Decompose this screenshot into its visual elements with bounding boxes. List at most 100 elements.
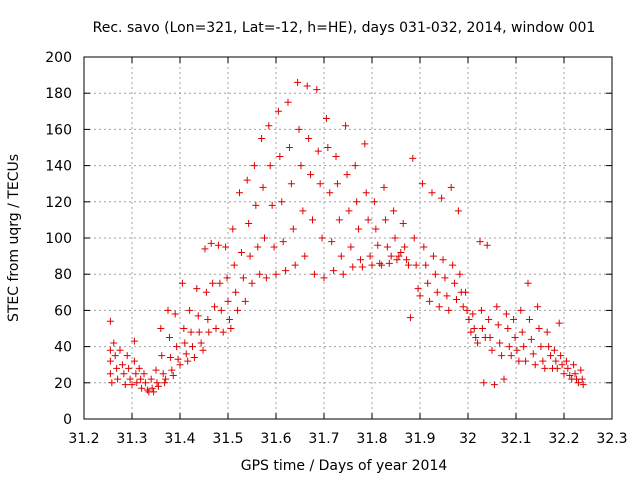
data-point: [186, 306, 194, 314]
data-point: [316, 180, 324, 188]
data-point: [399, 220, 407, 228]
data-point: [132, 370, 140, 378]
data-point: [173, 343, 181, 351]
data-point: [524, 279, 532, 287]
data-point: [320, 274, 328, 282]
data-point: [236, 189, 244, 197]
data-point: [295, 125, 303, 133]
data-point: [552, 357, 560, 365]
data-point: [410, 234, 418, 242]
data-point: [378, 261, 386, 269]
data-point: [202, 288, 210, 296]
data-point: [347, 243, 355, 251]
data-point: [168, 366, 176, 374]
data-point: [241, 297, 249, 305]
data-point: [493, 303, 501, 311]
data-point: [368, 261, 376, 269]
data-point: [153, 379, 161, 387]
data-point: [429, 252, 437, 260]
data-point: [381, 216, 389, 224]
x-tick-label: 31.5: [212, 431, 243, 447]
data-point: [467, 328, 475, 336]
data-point: [558, 361, 566, 369]
data-point: [201, 245, 209, 253]
data-point: [199, 346, 207, 354]
x-tick-label: 31.6: [260, 431, 291, 447]
data-point: [463, 306, 471, 314]
data-point: [266, 162, 274, 170]
data-point: [383, 243, 391, 251]
data-point: [217, 306, 225, 314]
y-tick-label: 140: [45, 159, 72, 175]
data-point: [332, 153, 340, 161]
data-point: [174, 355, 182, 363]
data-point: [212, 325, 220, 332]
data-point: [459, 303, 467, 311]
data-point: [414, 285, 422, 293]
y-tick-label: 120: [45, 195, 72, 211]
data-point: [439, 256, 447, 264]
data-point: [234, 306, 242, 314]
data-point: [324, 144, 332, 151]
data-point: [380, 183, 388, 191]
data-point: [152, 366, 160, 374]
data-point: [225, 315, 233, 323]
data-point: [426, 297, 434, 305]
y-axis-tick-labels: 0 20 40 60 80 100 120 140 160 180 200: [45, 50, 72, 428]
data-point: [517, 306, 525, 314]
data-point: [480, 379, 488, 387]
data-point: [169, 372, 177, 380]
data-point: [113, 364, 121, 372]
data-point: [307, 171, 315, 179]
data-point: [424, 279, 432, 287]
data-point: [176, 361, 184, 369]
data-point: [355, 225, 363, 233]
data-point: [416, 292, 424, 300]
data-point: [555, 319, 563, 327]
data-point: [256, 270, 264, 278]
data-point: [239, 274, 247, 282]
data-point: [333, 180, 341, 188]
data-point: [285, 144, 293, 151]
data-point: [433, 288, 441, 296]
data-point: [106, 346, 114, 354]
data-point: [135, 364, 143, 372]
data-point: [291, 261, 299, 269]
data-point: [515, 357, 523, 365]
data-point: [308, 216, 316, 224]
data-point: [349, 263, 357, 271]
data-point: [550, 346, 558, 354]
data-point: [465, 315, 473, 323]
data-point: [553, 364, 561, 372]
data-point: [322, 115, 330, 123]
data-point: [106, 370, 114, 378]
data-point: [520, 343, 528, 351]
data-point: [485, 315, 493, 323]
data-point: [318, 234, 326, 242]
data-point: [120, 370, 128, 378]
data-point: [303, 82, 311, 90]
data-point: [483, 241, 491, 249]
data-point: [188, 343, 196, 351]
data-point: [404, 261, 412, 269]
data-point: [537, 343, 545, 351]
data-point: [121, 381, 129, 389]
data-point: [194, 312, 202, 320]
data-point: [443, 292, 451, 300]
data-point: [274, 107, 282, 115]
data-point: [232, 288, 240, 296]
data-point: [313, 86, 321, 94]
data-point: [456, 270, 464, 278]
data-point: [305, 134, 313, 142]
data-point: [128, 381, 136, 389]
data-point: [374, 241, 382, 249]
data-point: [284, 98, 292, 106]
data-point: [401, 243, 409, 251]
data-point: [351, 162, 359, 170]
x-tick-label: 31.2: [68, 431, 99, 447]
data-point: [451, 279, 459, 287]
data-point: [254, 243, 262, 251]
data-point: [428, 189, 436, 197]
data-point: [510, 315, 518, 323]
data-point: [362, 189, 370, 197]
